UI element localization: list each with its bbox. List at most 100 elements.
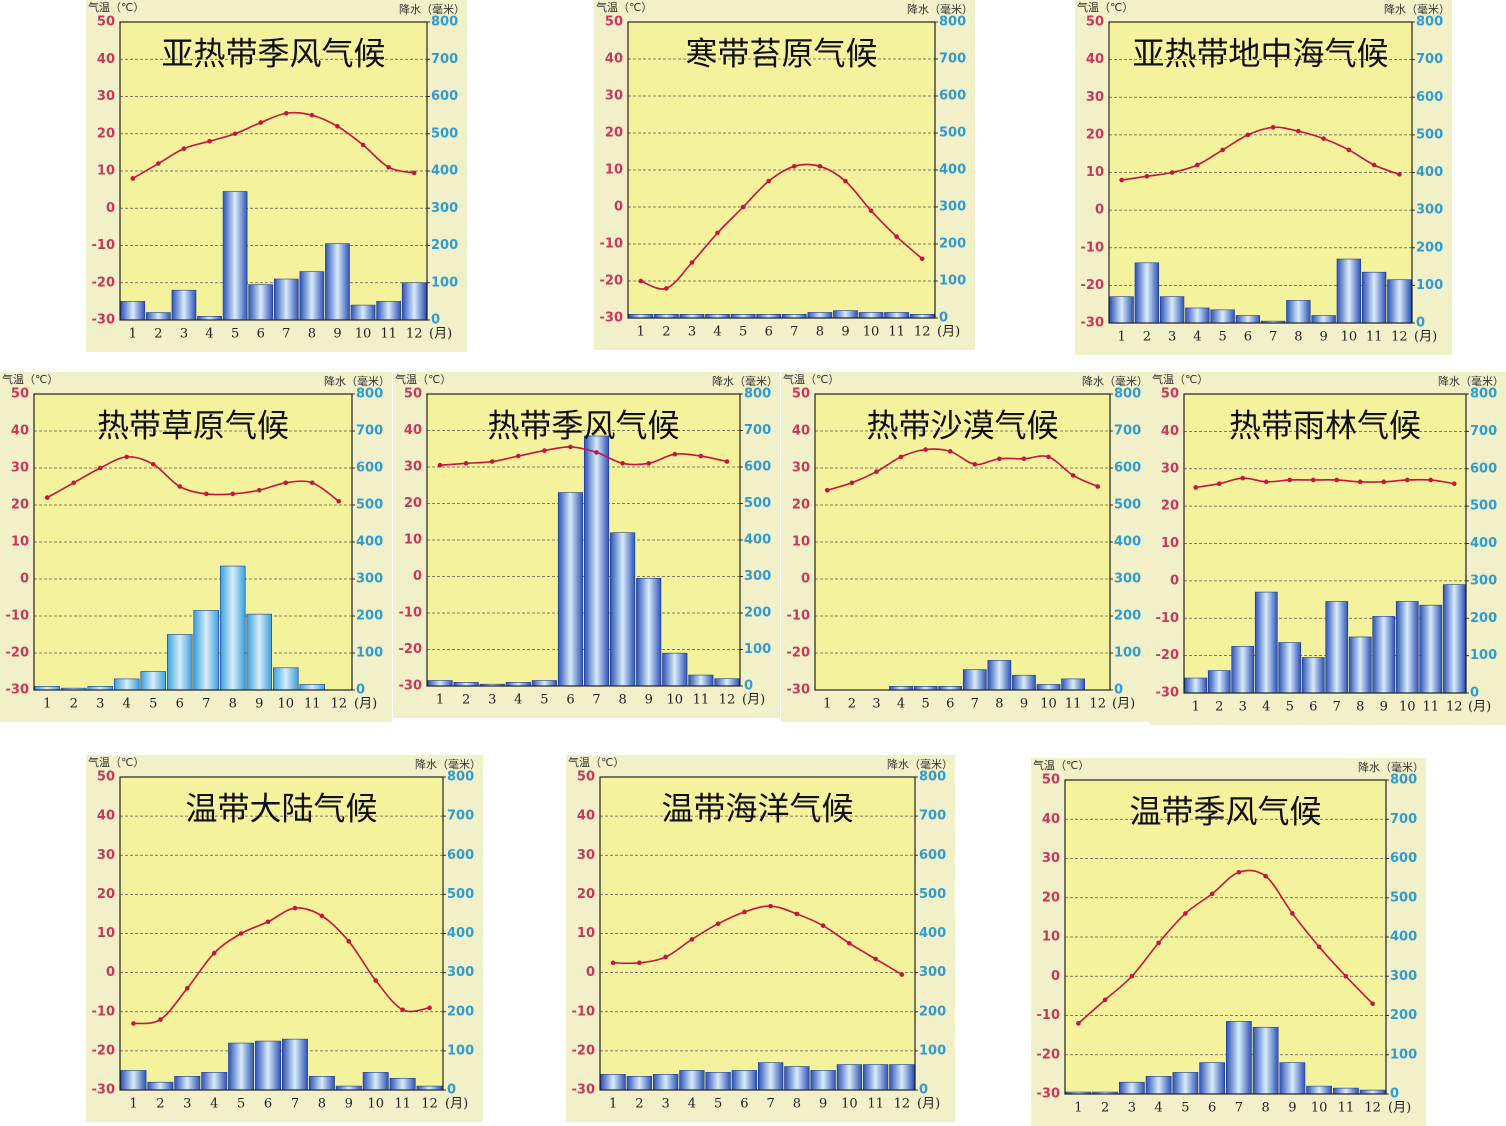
temperature-line xyxy=(640,163,923,290)
chart-title: 亚热带地中海气候 xyxy=(1132,35,1388,73)
x-tick-label: 12 xyxy=(894,1097,911,1112)
x-tick-label: 10 xyxy=(863,325,880,340)
y-tick-label: 40 xyxy=(11,424,29,439)
y2-tick-label: 400 xyxy=(1114,535,1141,550)
x-tick-label: 3 xyxy=(488,693,496,708)
x-tick-label: 7 xyxy=(202,697,210,712)
bar xyxy=(246,613,273,691)
x-tick-label: 10 xyxy=(841,1097,858,1112)
bar xyxy=(1336,258,1362,324)
bar xyxy=(1012,674,1036,691)
temperature-line xyxy=(132,111,415,180)
x-tick-label: 10 xyxy=(1040,697,1057,712)
x-tick-label: 7 xyxy=(971,697,979,712)
y-axis-label: 气温（℃） xyxy=(568,755,624,769)
x-tick-label: 6 xyxy=(1208,1101,1216,1116)
y2-tick-label: 400 xyxy=(447,926,474,941)
y-tick-label: 50 xyxy=(97,15,115,30)
x-tick-label: 3 xyxy=(1168,330,1176,345)
y-tick-label: -10 xyxy=(572,1004,596,1019)
x-tick-label: 5 xyxy=(739,325,747,340)
x-tick-label: 6 xyxy=(946,697,954,712)
x-tick-label: 7 xyxy=(1333,700,1341,715)
y2-tick-label: 700 xyxy=(431,52,458,67)
bar xyxy=(1395,601,1419,694)
temperature-point xyxy=(898,454,904,460)
y2-tick-label: 300 xyxy=(1416,203,1443,218)
y2-tick-label: 600 xyxy=(431,89,458,104)
y2-tick-label: 800 xyxy=(1114,387,1141,402)
x-tick-label: 12 xyxy=(1391,330,1408,345)
y2-tick-label: 200 xyxy=(919,1004,946,1019)
x-tick-label: 8 xyxy=(308,327,316,342)
y2-tick-label: 200 xyxy=(1390,1008,1417,1023)
temperature-point xyxy=(1381,479,1387,485)
y-tick-label: -20 xyxy=(600,274,624,289)
x-tick-label: 4 xyxy=(1154,1101,1162,1116)
y-tick-label: 20 xyxy=(11,498,29,513)
x-tick-label: 1 xyxy=(129,327,137,342)
x-tick-label: 6 xyxy=(264,1097,272,1112)
temperature-point xyxy=(181,146,187,151)
y-tick-label: 50 xyxy=(577,770,595,785)
plot-frame xyxy=(119,21,428,321)
y-tick-label: 10 xyxy=(1042,930,1060,945)
y-tick-label: 10 xyxy=(404,533,422,548)
plot-frame xyxy=(627,21,936,319)
bar xyxy=(299,684,326,691)
temperature-point xyxy=(309,480,315,486)
y2-tick-label: 600 xyxy=(447,848,474,863)
y2-tick-label: 100 xyxy=(939,274,966,289)
y2-tick-label: 800 xyxy=(1416,15,1443,30)
x-tick-label: 2 xyxy=(1101,1101,1109,1116)
y2-tick-label: 500 xyxy=(1416,127,1443,142)
bar xyxy=(583,435,610,687)
y2-tick-label: 800 xyxy=(1390,773,1417,788)
x-tick-label: 4 xyxy=(897,697,905,712)
bar xyxy=(1361,271,1387,324)
x-tick-label: 3 xyxy=(96,697,104,712)
y-tick-label: -20 xyxy=(6,646,30,661)
bar xyxy=(1199,1062,1225,1095)
bar xyxy=(272,667,299,691)
y-tick-label: 0 xyxy=(586,965,595,980)
x-tick-label: 3 xyxy=(688,325,696,340)
y-tick-label: 20 xyxy=(577,887,595,902)
y-tick-label: -10 xyxy=(6,609,30,624)
bar xyxy=(1185,307,1210,324)
y2-tick-label: 0 xyxy=(1416,316,1425,331)
y-tick-label: 0 xyxy=(1170,573,1179,588)
temperature-point xyxy=(689,937,695,942)
temperature-point xyxy=(1270,125,1276,130)
y-tick-label: 40 xyxy=(97,809,115,824)
x-tick-label: 9 xyxy=(819,1097,827,1112)
y2-tick-label: 0 xyxy=(1470,686,1479,701)
x-tick-label: 1 xyxy=(1192,700,1200,715)
x-unit: (月) xyxy=(354,697,377,712)
temperature-point xyxy=(638,278,644,284)
x-unit: (月) xyxy=(1388,1101,1411,1116)
y2-tick-label: 500 xyxy=(1390,890,1417,905)
temperature-point xyxy=(131,1021,136,1026)
bar xyxy=(705,1072,731,1091)
x-tick-label: 1 xyxy=(609,1097,617,1112)
y-tick-label: -10 xyxy=(1037,1008,1061,1023)
plot-frame xyxy=(1064,779,1387,1095)
y2-tick-label: 200 xyxy=(356,609,383,624)
x-tick-label: 1 xyxy=(1117,330,1125,345)
y2-tick-label: 500 xyxy=(939,126,966,141)
x-tick-label: 8 xyxy=(1261,1101,1269,1116)
x-tick-label: 9 xyxy=(255,697,263,712)
x-tick-label: 5 xyxy=(714,1097,722,1112)
bar xyxy=(807,312,833,319)
bar xyxy=(120,301,146,321)
y2-axis-label: 降水（毫米） xyxy=(1358,760,1424,774)
x-tick-label: 9 xyxy=(1288,1101,1296,1116)
y2-tick-label: 800 xyxy=(447,770,474,785)
x-tick-label: 3 xyxy=(1239,700,1247,715)
x-tick-label: 5 xyxy=(540,693,548,708)
x-tick-label: 5 xyxy=(1181,1101,1189,1116)
x-tick-label: 7 xyxy=(282,327,290,342)
bar xyxy=(174,1076,201,1091)
x-tick-label: 10 xyxy=(367,1097,384,1112)
